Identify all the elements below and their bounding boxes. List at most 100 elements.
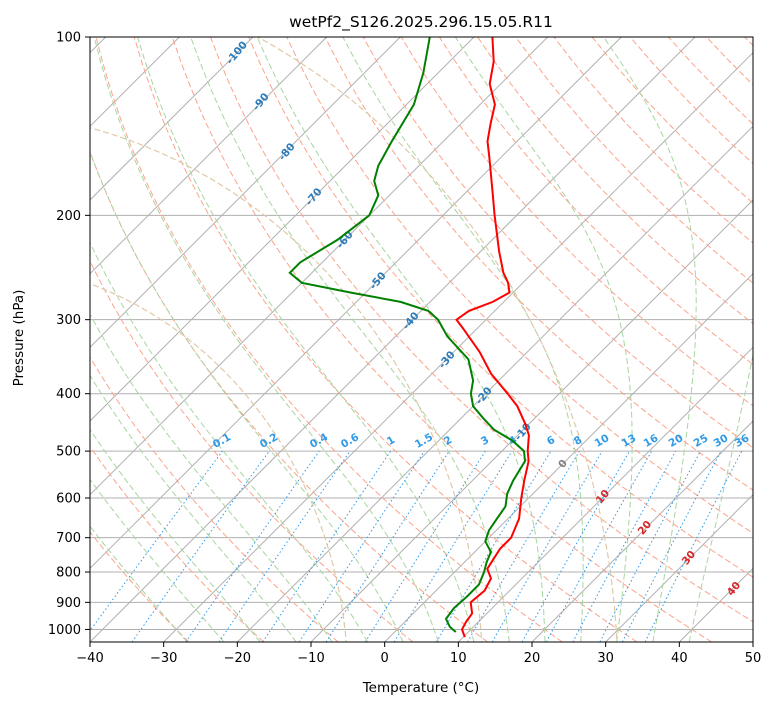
isotherm-line	[531, 420, 753, 642]
x-tick-label: −40	[76, 651, 103, 666]
mixing-ratio-label: 13	[620, 432, 639, 450]
y-tick-label: 200	[56, 209, 81, 224]
y-tick-label: 700	[56, 531, 81, 546]
mixing-ratio-line	[218, 450, 351, 642]
dry-adiabat-line	[591, 37, 753, 204]
moist-adiabat-line	[342, 37, 584, 642]
mixing-ratio-label: 3	[479, 434, 491, 448]
x-tick-label: 50	[745, 651, 762, 666]
moist-adiabat-line	[137, 37, 475, 642]
mixing-ratio-line	[435, 450, 552, 642]
moist-adiabat-line	[90, 374, 297, 642]
dry-adiabat-line	[248, 37, 753, 578]
annotation-layer: -100-90-80-70-60-50-40-30-20-100.1 0.2 0.4…	[211, 39, 751, 598]
dewpoint-trace	[288, 37, 527, 633]
isotherm-line	[752, 641, 753, 642]
moist-adiabat-line	[90, 313, 333, 642]
dry-adiabat-line	[90, 356, 339, 642]
mixing-ratio-label: 6	[545, 434, 557, 448]
dry-adiabat-line	[286, 37, 753, 534]
y-tick-label: 600	[56, 492, 81, 507]
moist-adiabat-line	[454, 37, 633, 642]
mixing-ratio-line	[572, 450, 677, 642]
saturation-curve-line	[90, 127, 483, 642]
y-tick-label: 100	[56, 31, 81, 46]
y-tick-label: 1000	[48, 623, 81, 638]
moist-adiabat-line	[603, 37, 697, 642]
saturation-adiabat-label: -80	[276, 141, 297, 163]
moist-adiabat-line	[90, 428, 261, 642]
dry-adiabat-line	[553, 37, 753, 244]
plot-frame	[89, 36, 754, 643]
x-tick-label: −30	[150, 651, 177, 666]
mixing-ratio-line	[298, 450, 425, 642]
mixing-ratio-label: 10	[593, 432, 612, 450]
moist-adiabat-line	[90, 525, 188, 642]
isotherm-line	[605, 493, 753, 642]
isotherm-line	[90, 37, 622, 570]
mixing-ratio-line	[393, 450, 513, 642]
dry-adiabat-line	[133, 37, 638, 642]
series-layer	[288, 37, 530, 638]
moist-adiabat-label: 20	[636, 519, 655, 538]
dry-adiabat-line	[668, 37, 753, 125]
isotherm-line	[678, 567, 753, 642]
x-tick-label: 40	[671, 651, 688, 666]
mixing-ratio-label: 1	[385, 434, 397, 448]
x-tick-label: −20	[224, 651, 251, 666]
mixing-ratio-line	[185, 450, 320, 642]
axis-layer: −40 −30 −20 −10 0 10 20 30 40 5010020030040050060…	[48, 31, 761, 667]
dry-adiabat-line	[706, 37, 753, 86]
moist-adiabat-line	[190, 37, 510, 642]
moist-adiabat-line	[688, 352, 753, 642]
isotherm-line	[90, 37, 475, 422]
dry-adiabat-line	[90, 259, 414, 642]
x-tick-label: 10	[450, 651, 467, 666]
dry-adiabat-line	[210, 37, 753, 623]
x-axis-label: Temperature (°C)	[362, 680, 480, 696]
mixing-ratio-label: 16	[642, 432, 661, 450]
x-tick-label: 0	[381, 651, 389, 666]
mixing-ratio-label: 0.2	[258, 431, 280, 451]
dry-adiabat-line	[90, 531, 190, 642]
y-tick-label: 400	[56, 387, 81, 402]
mixing-ratio-label: 30	[712, 432, 731, 450]
mixing-ratio-label: 25	[692, 432, 711, 450]
isotherm-line	[90, 37, 696, 642]
x-tick-label: 30	[597, 651, 614, 666]
moist-adiabat-line	[90, 478, 225, 642]
y-tick-label: 500	[56, 445, 81, 460]
dry-adiabat-line	[438, 37, 753, 366]
grid-layer	[90, 37, 753, 642]
moist-adiabat-line	[256, 37, 546, 642]
isotherm-line	[90, 37, 254, 201]
y-axis-label: Pressure (hPa)	[11, 290, 27, 387]
isotherm-line	[457, 346, 753, 642]
mixing-ratio-line	[325, 450, 450, 642]
dry-adiabat-line	[95, 37, 563, 642]
dry-adiabat-line	[400, 37, 753, 407]
mixing-ratio-line	[131, 450, 270, 642]
saturation-adiabat-label: -30	[436, 349, 457, 371]
y-tick-label: 300	[56, 313, 81, 328]
moist-adiabat-label: 40	[725, 580, 744, 599]
dry-adiabat-line	[744, 37, 753, 47]
x-tick-label: 20	[524, 651, 541, 666]
moist-adiabat-line	[93, 37, 439, 642]
mixing-ratio-label: 8	[572, 434, 584, 448]
dry-adiabat-line	[90, 445, 264, 642]
mixing-ratio-line	[644, 450, 743, 642]
mixing-ratio-line	[521, 450, 630, 642]
mixing-ratio-line	[599, 450, 701, 642]
mixing-ratio-line	[90, 450, 223, 632]
moist-adiabat-line	[90, 241, 369, 642]
mixing-ratio-label: 0.1	[211, 431, 233, 451]
chart-title: wetPf2_S126.2025.296.15.05.R11	[289, 13, 553, 32]
isotherm-line	[236, 125, 753, 642]
saturation-curve-line	[256, 37, 618, 642]
mixing-ratio-line	[545, 450, 653, 642]
mixing-ratio-line	[262, 450, 392, 642]
isotherm-line	[90, 37, 328, 275]
y-tick-label: 900	[56, 596, 81, 611]
